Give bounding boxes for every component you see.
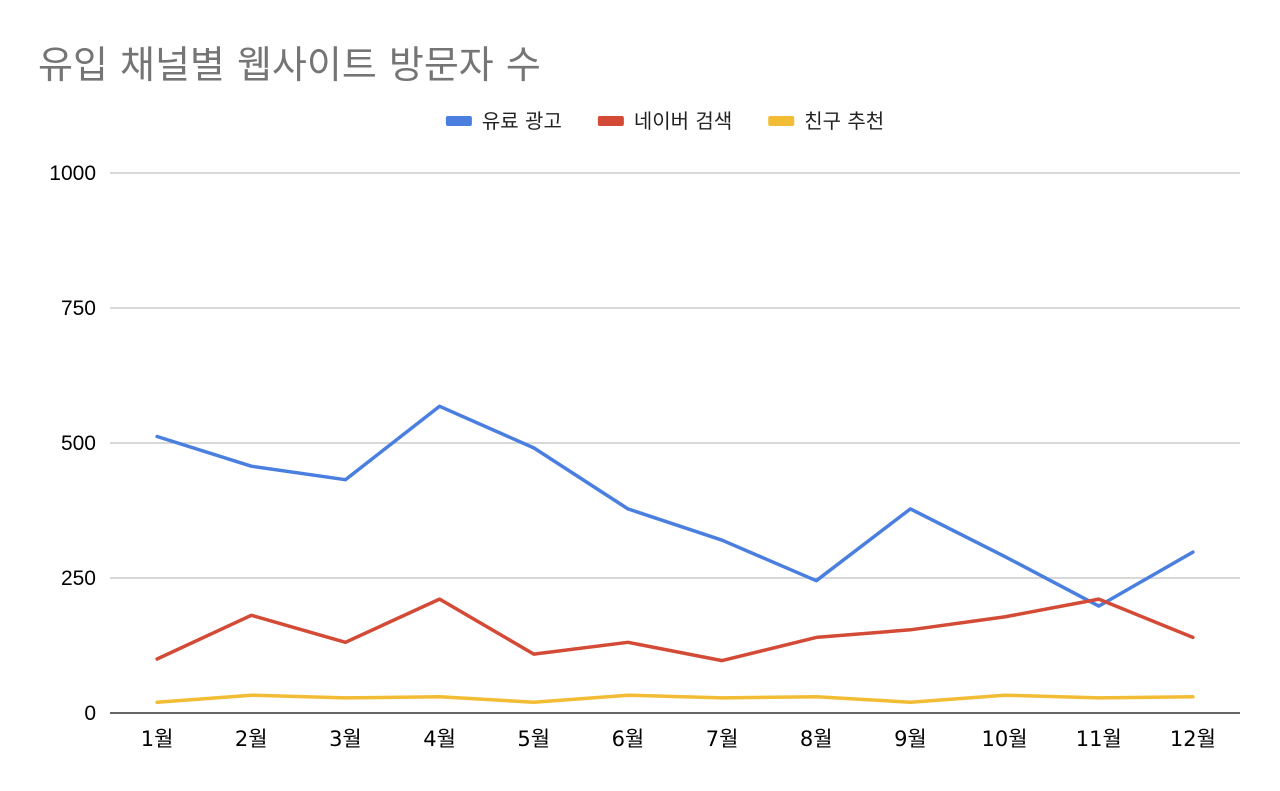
x-tick-label-1: 1월 — [141, 727, 174, 751]
series-line-1 — [155, 404, 1195, 608]
legend-label-1: 유료 광고 — [482, 109, 562, 133]
x-tick-label-4: 4월 — [423, 727, 456, 751]
x-tick-label-6: 6월 — [612, 727, 645, 751]
legend-swatch-3 — [768, 116, 795, 126]
y-tick-label-500: 500 — [61, 432, 96, 455]
x-tick-label-3: 3월 — [329, 727, 362, 751]
x-tick-label-8: 8월 — [800, 727, 833, 751]
y-tick-label-0: 0 — [84, 702, 96, 725]
legend-label-3: 친구 추천 — [804, 109, 884, 133]
legend-swatch-1 — [445, 116, 472, 126]
chart-title: 유입 채널별 웹사이트 방문자 수 — [38, 43, 541, 87]
x-tick-label-11: 11월 — [1076, 727, 1122, 751]
x-tick-label-12: 12월 — [1170, 727, 1216, 751]
x-tick-label-10: 10월 — [982, 727, 1028, 751]
y-tick-label-250: 250 — [61, 567, 96, 590]
axis-layer: 0 250 500 750 1000 1월 2월 3월 4월 5월 6월 7월 8월 9월 10월 11월 12… — [49, 162, 1240, 751]
legend-item-1: 유료 광고 — [445, 109, 562, 133]
series-line-2 — [155, 597, 1195, 663]
legend: 유료 광고 네이버 검색 친구 추천 — [445, 109, 884, 133]
y-tick-label-1000: 1000 — [49, 162, 96, 185]
legend-swatch-2 — [597, 116, 624, 126]
grid-layer — [110, 172, 1240, 579]
legend-item-2: 네이버 검색 — [597, 109, 732, 133]
x-tick-label-2: 2월 — [235, 727, 268, 751]
series-layer — [155, 404, 1195, 704]
x-tick-label-5: 5월 — [517, 727, 550, 751]
legend-label-2: 네이버 검색 — [634, 109, 732, 133]
y-tick-label-750: 750 — [61, 297, 96, 320]
x-tick-label-7: 7월 — [706, 727, 739, 751]
legend-item-3: 친구 추천 — [768, 109, 884, 133]
series-line-3 — [155, 693, 1195, 704]
x-tick-label-9: 9월 — [894, 727, 927, 751]
